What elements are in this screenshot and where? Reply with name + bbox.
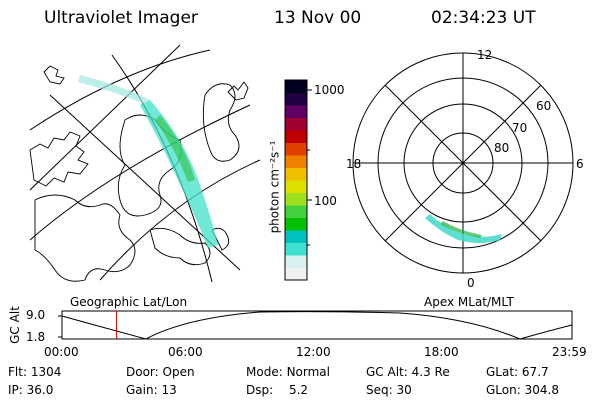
seq-label: Seq:: [366, 383, 393, 397]
gain-value: 13: [161, 383, 177, 397]
coastlines: [29, 65, 249, 282]
colorbar-cell: [285, 242, 307, 256]
mlt-label-6: 6: [576, 157, 584, 171]
status-seq: Seq: 30: [366, 383, 412, 397]
date-label: 13 Nov 00: [274, 8, 362, 28]
geo-aurora: [78, 75, 218, 248]
mode-value: Normal: [286, 365, 330, 379]
ip-label: IP:: [8, 383, 23, 397]
mlt-label-12: 12: [477, 48, 493, 62]
colorbar-cell: [285, 142, 307, 156]
colorbar-cell: [285, 80, 307, 93]
gain-label: Gain:: [126, 383, 158, 397]
status-glon: GLon: 304.8: [486, 383, 559, 397]
mlt-label-18: 18: [346, 157, 362, 171]
colorbar-unit-label: photon cm⁻²s⁻¹: [267, 140, 282, 234]
status-dsp: Dsp: 5.2: [246, 383, 308, 397]
door-value: Open: [162, 365, 195, 379]
polar-plot: [352, 52, 574, 274]
altitude-ytick-low: 1.8: [26, 330, 46, 344]
seq-value: 30: [396, 383, 412, 397]
mlat-label-70: 70: [512, 121, 528, 135]
mlat-label-80: 80: [494, 141, 510, 155]
door-label: Door:: [126, 365, 159, 379]
gcalt-label: GC Alt:: [366, 365, 408, 379]
status-gain: Gain: 13: [126, 383, 177, 397]
geo-map-panel: [29, 44, 275, 285]
colorbar-cell: [285, 267, 307, 281]
altitude-xtick-0000: 00:00: [44, 345, 79, 359]
colorbar-cell: [285, 105, 307, 118]
glat-label: GLat:: [486, 365, 519, 379]
status-ip: IP: 36.0: [8, 383, 53, 397]
altitude-plot: [58, 310, 573, 340]
colorbar-cell: [285, 130, 307, 143]
dsp-value: 5.2: [288, 383, 309, 397]
colorbar-cell: [285, 230, 307, 243]
colorbar-tick-1000: 1000: [314, 83, 345, 97]
colorbar-cell: [285, 192, 307, 206]
mode-label: Mode:: [246, 365, 283, 379]
colorbar-cell: [285, 255, 307, 268]
colorbar-cell: [285, 205, 307, 218]
gcalt-value: 4.3 Re: [411, 365, 450, 379]
polar-panel-caption: Apex MLat/MLT: [424, 295, 514, 309]
geo-panel-caption: Geographic Lat/Lon: [70, 295, 188, 309]
glon-value: 304.8: [524, 383, 559, 397]
altitude-ylabel: GC Alt: [7, 306, 22, 344]
glat-value: 67.7: [521, 365, 549, 379]
colorbar-cell: [285, 217, 307, 231]
altitude-xtick-2359: 23:59: [552, 345, 587, 359]
instrument-title: Ultraviolet Imager: [44, 8, 198, 28]
flt-label: Flt:: [8, 365, 27, 379]
status-glat: GLat: 67.7: [486, 365, 549, 379]
mlat-label-60: 60: [536, 99, 552, 113]
status-mode: Mode: Normal: [246, 365, 330, 379]
colorbar-cell: [285, 180, 307, 193]
altitude-curve: [61, 311, 573, 340]
status-flt: Flt: 1304: [8, 365, 61, 379]
dsp-label: Dsp:: [246, 383, 274, 397]
mlt-label-0: 0: [467, 276, 475, 290]
glon-label: GLon:: [486, 383, 521, 397]
altitude-xtick-1200: 12:00: [296, 345, 331, 359]
polar-aurora: [425, 214, 502, 243]
colorbar-cell: [285, 155, 307, 168]
flt-value: 1304: [30, 365, 62, 379]
altitude-xtick-0600: 06:00: [168, 345, 203, 359]
colorbar-cell: [285, 92, 307, 106]
colorbar-tick-100: 100: [314, 194, 337, 208]
colorbar: [284, 79, 312, 281]
altitude-xtick-1800: 18:00: [424, 345, 459, 359]
status-door: Door: Open: [126, 365, 195, 379]
colorbar-cell: [285, 117, 307, 131]
colorbar-cell: [285, 167, 307, 181]
altitude-ytick-high: 9.0: [26, 308, 46, 322]
status-gcalt: GC Alt: 4.3 Re: [366, 365, 450, 379]
time-label: 02:34:23 UT: [431, 8, 536, 28]
ip-value: 36.0: [26, 383, 54, 397]
